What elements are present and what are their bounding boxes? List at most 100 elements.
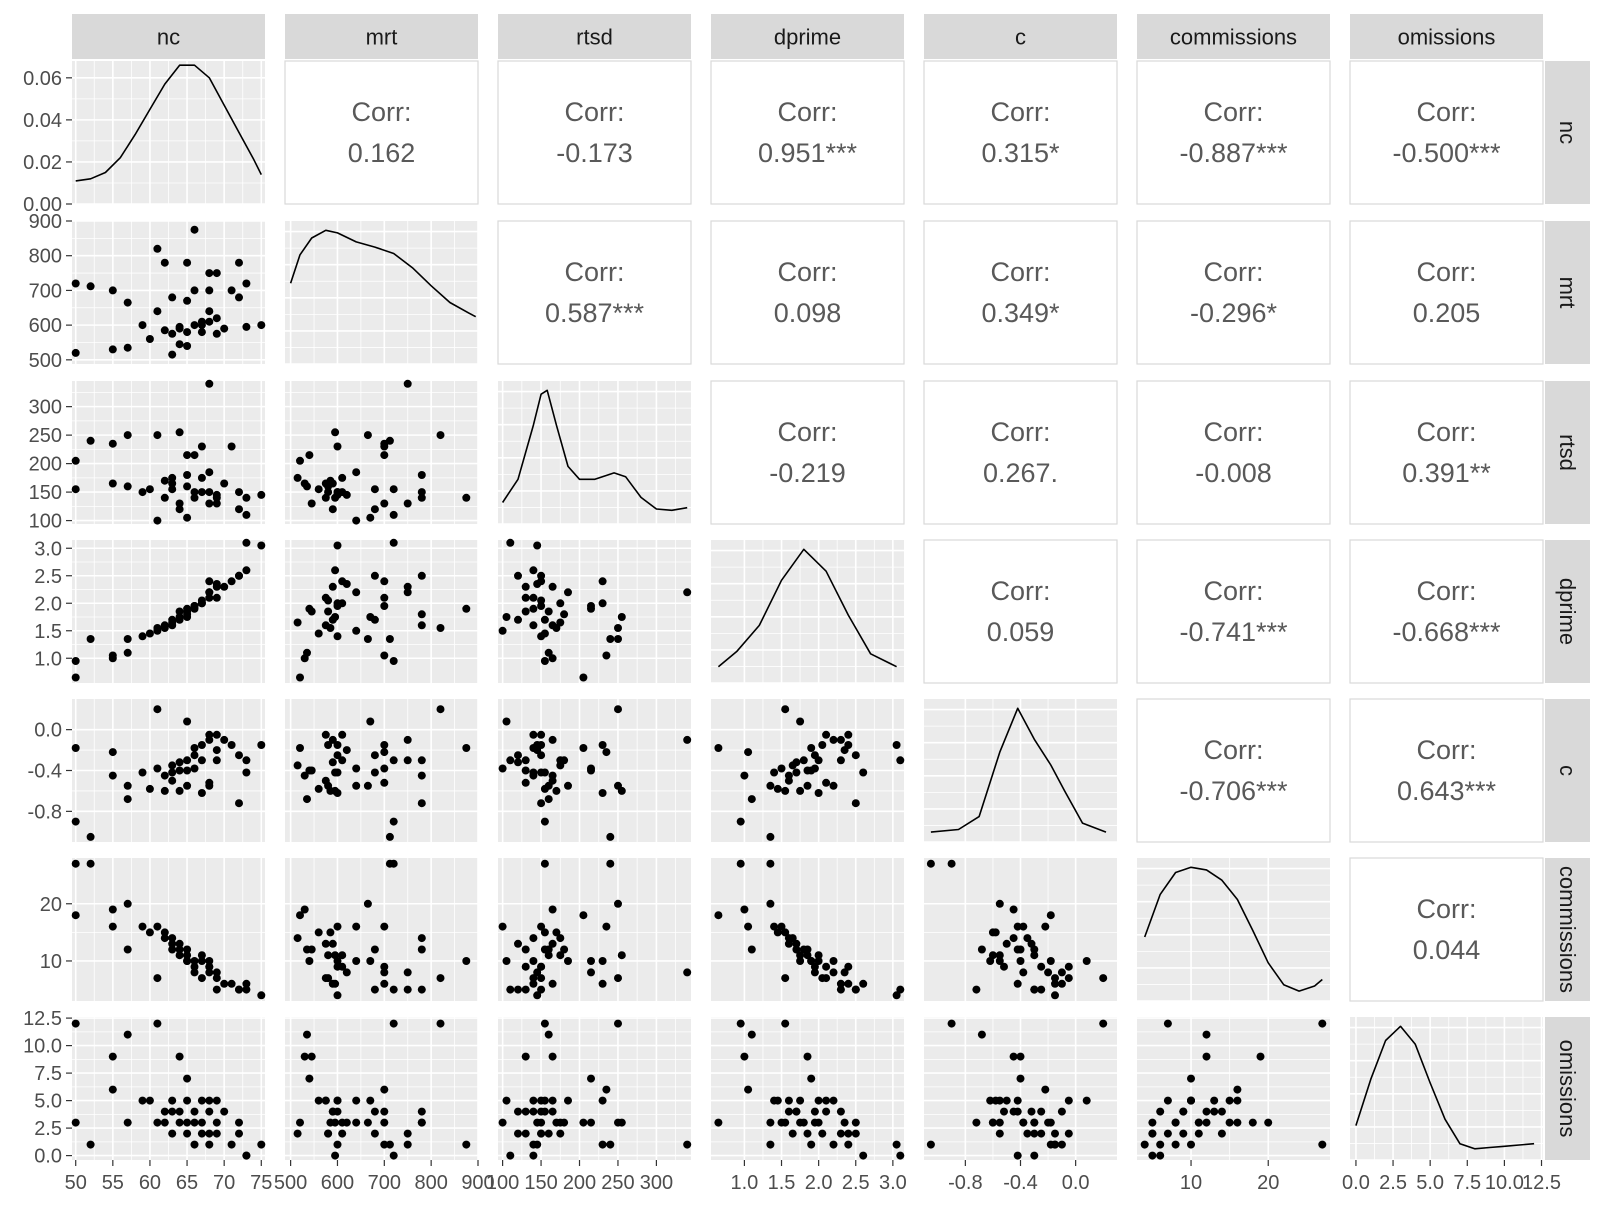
scatter-point [303,648,311,657]
scatter-point [197,596,206,605]
scatter-point [123,899,132,908]
x-tick-label-mrt: 800 [414,1172,447,1194]
scatter-point [1013,1107,1022,1116]
corr-panel-c-commissions [1136,698,1331,843]
scatter-point [212,593,221,602]
scatter-point [529,979,538,988]
scatter-point [380,577,389,586]
scatter-point [205,1096,214,1105]
corr-panel-mrt-omissions [1349,220,1544,365]
scatter-point [168,1107,177,1116]
scatter-point [736,859,745,868]
scatter-point [314,928,323,937]
scatter-point [403,499,412,508]
scatter-point [370,1107,379,1116]
scatter-point [153,764,162,773]
scatter-point [389,817,398,826]
scatter-point [614,624,622,632]
scatter-point [338,473,347,482]
scatter-point [257,490,266,499]
scatter-point [537,730,546,739]
scatter-point [205,468,214,477]
scatter-point [183,482,192,491]
scatter-point [1202,1030,1211,1039]
corr-label: Corr: [1417,97,1477,127]
scatter-point [818,1129,827,1138]
column-strip-c [924,14,1117,59]
scatter-point [807,1140,816,1149]
scatter-point [896,1151,905,1160]
scatter-point [175,951,184,960]
scatter-point [1013,1151,1022,1160]
x-tick-label-mrt: 600 [321,1172,354,1194]
scatter-point [175,607,184,616]
scatter-point [822,1096,831,1105]
scatter-point [235,985,243,994]
scatter-point [1194,1118,1203,1127]
scatter-point [822,730,831,739]
scatter-point [338,756,347,765]
scatter-point [183,342,192,350]
y-tick-label-dprime: 3.0 [34,538,62,560]
scatter-point [333,541,342,550]
scatter-point [212,490,221,499]
scatter-point [257,991,266,1000]
corr-value-nc-mrt: 0.162 [348,138,416,168]
scatter-point [205,962,214,971]
scatter-point [205,269,214,278]
scatter-point [108,651,117,660]
y-tick-label-omissions: 7.5 [34,1063,62,1085]
scatter-point [564,781,572,790]
scatter-point [1013,1096,1022,1105]
scatter-point [342,968,351,977]
scatter-point [810,968,819,977]
corr-value-c-omissions: 0.643*** [1397,776,1497,806]
scatter-point [529,957,538,965]
corr-label: Corr: [1204,576,1264,606]
scatter-point [417,1118,426,1127]
scatter-point [1064,1129,1073,1138]
scatter-point [1057,1140,1066,1149]
scatter-point [242,756,251,765]
scatter-point [1156,1151,1165,1160]
scatter-point [333,490,342,499]
scatter-point [175,1118,184,1127]
scatter-point [514,1129,522,1138]
scatter-point [799,756,808,765]
scatter-point [556,756,565,765]
scatter-point [331,979,340,988]
scatter-point [417,771,426,780]
scatter-point [352,588,361,597]
scatter-point [235,751,243,760]
scatter-point [747,795,756,804]
scatter-point [807,957,816,965]
scatter-point [403,985,412,994]
scatter-point [1194,1129,1203,1138]
scatter-point [1171,1118,1180,1127]
scatter-point [71,657,80,665]
scatter-point [521,985,530,994]
column-strip-omissions [1350,14,1543,59]
scatter-point [781,705,790,714]
scatter-point [183,957,192,965]
scatter-point [138,768,147,777]
scatter-point [614,1019,622,1028]
scatter-point [190,604,199,613]
scatter-point [328,615,337,624]
scatter-point [506,756,515,765]
scatter-point [160,934,169,943]
scatter-point [533,968,542,977]
scatter-point [138,632,147,641]
scatter-point [807,744,816,752]
scatter-point [995,899,1004,908]
scatter-point [788,934,797,943]
corr-panel-rtsd-dprime [710,380,905,525]
scatter-point [385,832,394,841]
scatter-point [380,1140,389,1149]
corr-panel-dprime-c [923,539,1118,684]
scatter-point [548,1107,557,1116]
scatter-point [205,957,214,965]
scatter-point [160,1118,169,1127]
scatter-point [168,939,177,948]
scatter-point [380,962,389,971]
